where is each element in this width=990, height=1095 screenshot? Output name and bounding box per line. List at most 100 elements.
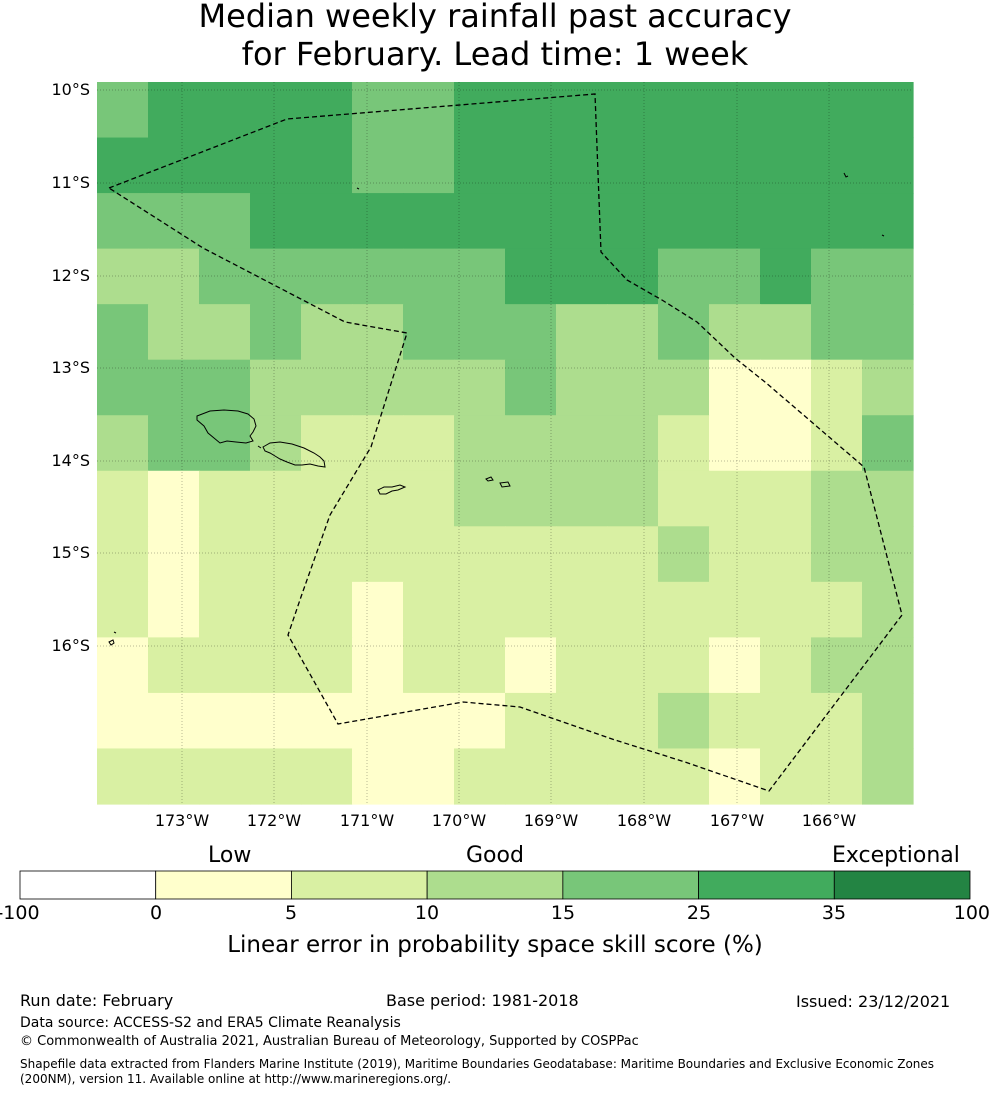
grid-cell <box>760 470 812 527</box>
grid-cell <box>505 526 557 583</box>
lat-label-12s: 12°S <box>51 266 90 285</box>
grid-cell <box>250 637 302 694</box>
island-small-1 <box>356 187 360 190</box>
grid-cell <box>403 415 455 472</box>
grid-cell <box>352 304 404 361</box>
grid-cell <box>148 415 200 472</box>
grid-cell <box>454 581 506 638</box>
grid-cell <box>250 304 302 361</box>
grid-cell <box>97 82 149 139</box>
grid-cell <box>403 193 455 250</box>
island-tutuila <box>377 484 407 495</box>
grid-cell <box>811 82 863 139</box>
grid-cell <box>97 193 149 250</box>
grid-cell <box>658 304 710 361</box>
island-small-5 <box>113 631 117 634</box>
grid-cell <box>811 359 863 416</box>
grid-cell <box>505 137 557 194</box>
grid-cell <box>862 248 914 305</box>
grid-cell <box>556 692 608 750</box>
grid-cell <box>454 470 506 527</box>
grid-cell <box>505 304 557 361</box>
grid-cell <box>811 248 863 305</box>
grid-cell <box>505 193 557 250</box>
colorbar-segment <box>426 870 564 900</box>
grid-cell <box>352 415 404 472</box>
grid-cell <box>199 193 251 250</box>
lon-label-167w: 167°W <box>709 811 765 830</box>
grid-cell <box>760 748 812 805</box>
grid-cell <box>709 304 761 361</box>
grid-cell <box>607 359 659 416</box>
grid-cell <box>607 193 659 250</box>
run-date: Run date: February <box>20 991 174 1010</box>
grid-cell <box>811 526 863 583</box>
grid-cell <box>403 470 455 527</box>
grid-cell <box>199 137 251 194</box>
island-manono <box>257 445 262 449</box>
grid-cell <box>862 359 914 416</box>
grid-cell <box>97 692 149 750</box>
island-small-4 <box>108 639 115 646</box>
colorbar-segment <box>698 870 835 900</box>
grid-cell <box>301 581 353 638</box>
grid-cell <box>760 82 812 139</box>
grid-cell <box>199 748 251 805</box>
grid-cell <box>403 637 455 694</box>
grid-cell <box>250 193 302 250</box>
grid-cell <box>403 304 455 361</box>
grid-cell <box>250 526 302 583</box>
grid-cell <box>658 82 710 139</box>
grid-cell <box>352 526 404 583</box>
category-exceptional: Exceptional <box>832 843 960 868</box>
grid-cell <box>454 692 506 750</box>
island-small-3 <box>881 234 885 237</box>
grid-cell <box>862 581 914 638</box>
grid-cell <box>454 248 506 305</box>
grid-cell <box>556 526 608 583</box>
grid-cell <box>811 637 863 694</box>
colorbar-tick: 5 <box>284 902 298 924</box>
grid-cell <box>97 304 149 361</box>
data-source: Data source: ACCESS-S2 and ERA5 Climate … <box>20 1015 401 1031</box>
lon-label-171w: 171°W <box>339 811 395 830</box>
grid-cell <box>352 137 404 194</box>
grid-cell <box>403 137 455 194</box>
grid-cell <box>658 137 710 194</box>
grid-cell <box>556 248 608 305</box>
grid-cell <box>250 581 302 638</box>
grid-cell <box>709 248 761 305</box>
grid-cell <box>811 748 863 805</box>
grid-cell <box>199 470 251 527</box>
grid-cell <box>862 193 914 250</box>
grid-cell <box>709 359 761 416</box>
grid-cell <box>658 193 710 250</box>
grid-cell <box>352 692 404 750</box>
grid-cell <box>250 470 302 527</box>
grid-cell <box>352 637 404 694</box>
grid-cell <box>403 359 455 416</box>
lon-label-170w: 170°W <box>431 811 487 830</box>
grid-cell <box>556 470 608 527</box>
island-upolu <box>262 441 326 468</box>
grid-cell <box>454 415 506 472</box>
grid-cell <box>658 692 710 750</box>
grid-cell <box>199 359 251 416</box>
colorbar-tick: 100 <box>953 902 990 924</box>
category-low: Low <box>208 843 252 868</box>
grid-cell <box>97 359 149 416</box>
grid-cell <box>556 82 608 139</box>
grid-cell <box>301 359 353 416</box>
graticule <box>97 82 913 804</box>
grid-cell <box>607 248 659 305</box>
eez-boundary <box>107 93 903 792</box>
grid-cell <box>454 748 506 805</box>
lon-label-173w: 173°W <box>154 811 210 830</box>
grid-cell <box>658 581 710 638</box>
grid-cell <box>505 470 557 527</box>
grid-cell <box>148 748 200 805</box>
grid-cell <box>148 193 200 250</box>
grid-cell <box>505 748 557 805</box>
colorbar-tick: 35 <box>821 902 847 924</box>
grid-cell <box>811 137 863 194</box>
